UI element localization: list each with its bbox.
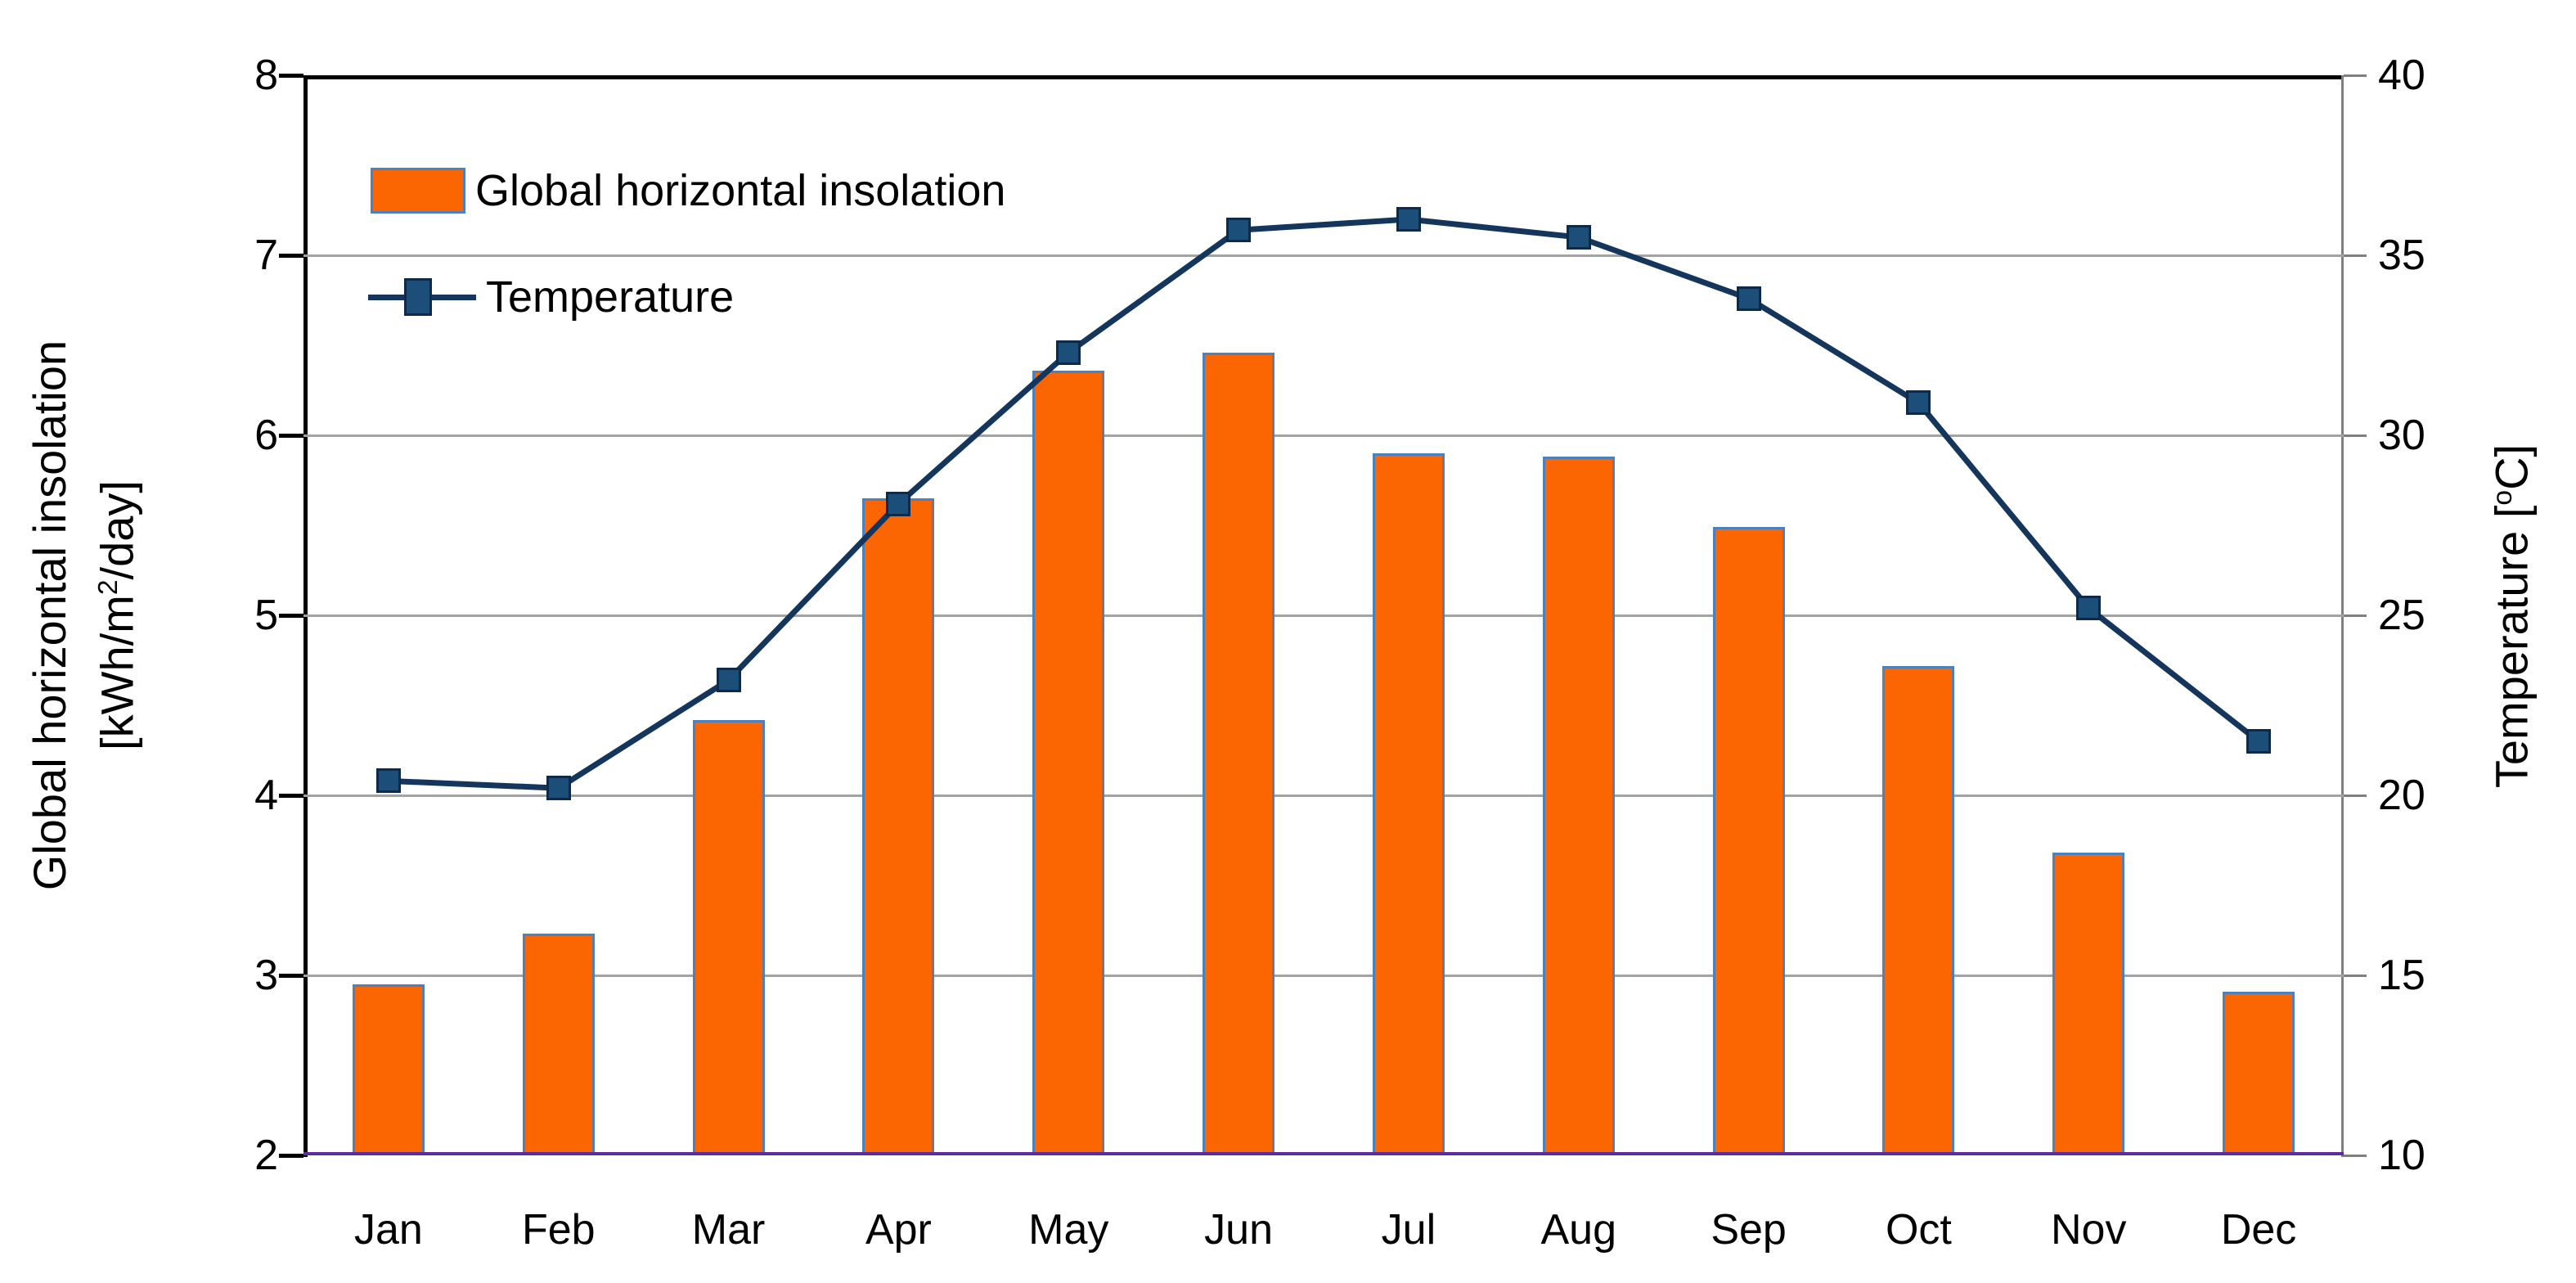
legend-item-temperature: Temperature [368, 270, 734, 324]
y-axis-right-tick-15 [2344, 975, 2367, 977]
y-axis-left-tick-3 [279, 974, 303, 978]
x-axis-baseline [303, 1152, 2344, 1155]
legend-line-sample [368, 270, 476, 324]
bar-nov [2052, 853, 2125, 1155]
y-axis-left-tick-7 [279, 254, 303, 258]
y-axis-left-title: Global horizontal insolation [kWh/m2/day… [20, 63, 143, 1168]
legend-bar-swatch [371, 168, 465, 214]
temperature-marker-dec [2246, 729, 2272, 754]
bar-jan [352, 984, 425, 1155]
x-axis-label-dec: Dec [2220, 1206, 2297, 1254]
temperature-marker-oct [1906, 390, 1931, 415]
y-axis-right-tick-label: 10 [2378, 1132, 2425, 1179]
bar-may [1032, 371, 1105, 1155]
legend-item-insolation: Global horizontal insolation [371, 165, 1005, 216]
temperature-marker-apr [886, 492, 911, 516]
temperature-marker-feb [546, 776, 571, 800]
y-axis-left-tick-6 [279, 434, 303, 438]
y-axis-right-tick-label: 40 [2378, 52, 2425, 99]
x-axis-label-sep: Sep [1711, 1206, 1787, 1254]
y-axis-left-tick-label: 4 [254, 772, 278, 819]
y-axis-right-tick-label: 25 [2378, 592, 2425, 639]
legend-line-marker [404, 278, 432, 316]
bar-apr [862, 498, 935, 1155]
y-axis-right-tick-label: 35 [2378, 232, 2425, 279]
plot-frame-top [303, 75, 2344, 79]
y-axis-right-tick-label: 15 [2378, 952, 2425, 999]
bar-jul [1372, 453, 1445, 1155]
bar-jun [1203, 353, 1275, 1155]
y-axis-right-tick-35 [2344, 254, 2367, 257]
bar-oct [1882, 666, 1955, 1155]
y-axis-left-title-line1: Global horizontal insolation [24, 340, 75, 891]
x-axis-label-jun: Jun [1204, 1206, 1273, 1254]
x-axis-label-apr: Apr [865, 1206, 932, 1254]
y-axis-left-tick-label: 7 [254, 232, 278, 279]
y-axis-right-tick-10 [2344, 1155, 2367, 1157]
x-axis-label-aug: Aug [1540, 1206, 1617, 1254]
x-axis-label-mar: Mar [691, 1206, 766, 1254]
temperature-marker-mar [716, 668, 741, 692]
y-axis-left-tick-label: 2 [254, 1132, 278, 1179]
y-axis-right-tick-label: 20 [2378, 772, 2425, 819]
y-axis-right-tick-label: 30 [2378, 412, 2425, 459]
bar-mar [692, 720, 765, 1155]
y-axis-left-title-line2: [kWh/m2/day] [91, 480, 143, 750]
y-axis-left-tick-label: 3 [254, 952, 278, 999]
gridline-4 [303, 795, 2344, 797]
temperature-marker-jan [375, 768, 401, 793]
bar-feb [522, 934, 595, 1155]
x-axis-label-oct: Oct [1885, 1206, 1952, 1254]
temperature-marker-aug [1566, 225, 1591, 250]
y-axis-left-tick-label: 5 [254, 592, 278, 639]
y-axis-left-tick-2 [279, 1154, 303, 1158]
bar-sep [1712, 527, 1785, 1155]
temperature-marker-may [1056, 340, 1081, 365]
bar-aug [1542, 457, 1615, 1155]
legend-line-label: Temperature [486, 272, 735, 322]
temperature-line [388, 216, 2261, 791]
temperature-marker-jul [1396, 207, 1421, 232]
gridline-3 [303, 975, 2344, 977]
temperature-marker-jun [1226, 218, 1252, 242]
x-axis-label-jan: Jan [353, 1206, 423, 1254]
bar-dec [2223, 992, 2295, 1155]
temperature-polyline [388, 216, 2261, 791]
x-axis-label-may: May [1028, 1206, 1109, 1254]
y-axis-left-tick-label: 8 [254, 52, 278, 99]
y-axis-left-tick-4 [279, 794, 303, 798]
y-axis-left-tick-5 [279, 614, 303, 618]
x-axis-label-nov: Nov [2051, 1206, 2127, 1254]
temperature-marker-sep [1736, 286, 1761, 311]
y-axis-right-tick-30 [2344, 434, 2367, 437]
x-axis-label-feb: Feb [521, 1206, 596, 1254]
y-axis-left-tick-label: 6 [254, 412, 278, 459]
gridline-7 [303, 254, 2344, 257]
y-axis-right-tick-25 [2344, 614, 2367, 617]
y-axis-right-title: Temperature [oC] [2485, 443, 2538, 789]
gridline-5 [303, 614, 2344, 617]
gridline-6 [303, 434, 2344, 437]
x-axis-label-jul: Jul [1381, 1206, 1436, 1254]
y-axis-right-tick-40 [2344, 74, 2367, 77]
y-axis-left-tick-8 [279, 74, 303, 78]
temperature-marker-nov [2076, 596, 2102, 620]
legend-bar-label: Global horizontal insolation [475, 166, 1006, 215]
y-axis-right-tick-20 [2344, 795, 2367, 797]
